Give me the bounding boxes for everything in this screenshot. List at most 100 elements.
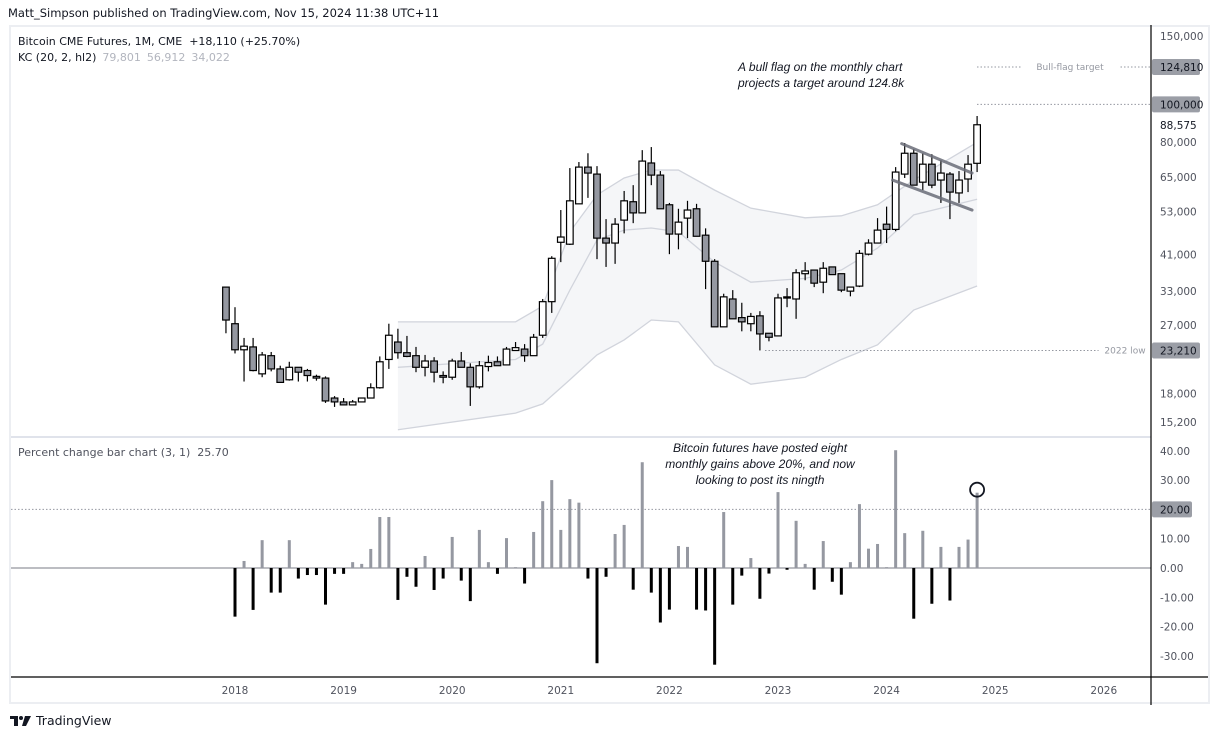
candle[interactable] xyxy=(900,142,909,178)
percent-bar[interactable] xyxy=(495,568,499,574)
percent-bar[interactable] xyxy=(514,567,518,568)
candle[interactable] xyxy=(584,153,592,198)
percent-bar[interactable] xyxy=(975,492,979,568)
tradingview-logo[interactable]: TradingView xyxy=(10,713,112,728)
candle[interactable] xyxy=(312,374,321,381)
percent-bar[interactable] xyxy=(785,568,789,570)
percent-bar[interactable] xyxy=(296,568,300,579)
percent-bar[interactable] xyxy=(839,568,843,595)
candle[interactable] xyxy=(909,149,918,186)
candle[interactable] xyxy=(737,302,746,332)
candle[interactable] xyxy=(529,333,538,357)
percent-bar[interactable] xyxy=(885,567,889,568)
percent-bar[interactable] xyxy=(577,502,581,568)
candle[interactable] xyxy=(403,335,411,358)
percent-bar[interactable] xyxy=(568,499,572,568)
candle[interactable] xyxy=(556,210,565,263)
candle[interactable] xyxy=(674,208,683,250)
percent-bar[interactable] xyxy=(957,546,961,568)
candle[interactable] xyxy=(466,363,475,406)
candle[interactable] xyxy=(701,228,710,290)
percent-bar[interactable] xyxy=(387,517,391,568)
percent-bar[interactable] xyxy=(894,450,898,568)
percent-bar[interactable] xyxy=(441,568,445,579)
highlight-circle[interactable] xyxy=(969,481,985,498)
percent-bar[interactable] xyxy=(903,533,907,568)
percent-bar[interactable] xyxy=(550,480,554,568)
candle[interactable] xyxy=(574,162,583,205)
candle[interactable] xyxy=(783,288,791,308)
candle[interactable] xyxy=(801,262,810,281)
candle[interactable] xyxy=(366,383,375,399)
candle[interactable] xyxy=(665,202,674,255)
candle[interactable] xyxy=(258,351,267,378)
percent-bar[interactable] xyxy=(269,568,273,593)
candle[interactable] xyxy=(384,323,393,369)
candle[interactable] xyxy=(837,273,846,293)
candle[interactable] xyxy=(792,269,800,319)
percent-bar[interactable] xyxy=(324,568,327,605)
percent-bar[interactable] xyxy=(667,568,671,610)
percent-bar[interactable] xyxy=(559,529,563,568)
percent-bar[interactable] xyxy=(749,558,753,568)
percent-bar[interactable] xyxy=(287,540,291,568)
candle[interactable] xyxy=(946,172,954,220)
candle[interactable] xyxy=(511,342,520,352)
percent-bar[interactable] xyxy=(613,534,617,568)
percent-bar[interactable] xyxy=(658,568,662,623)
candle[interactable] xyxy=(755,311,764,351)
percent-bar[interactable] xyxy=(966,539,970,568)
candle[interactable] xyxy=(620,190,629,234)
percent-bar[interactable] xyxy=(414,568,418,587)
candle[interactable] xyxy=(719,293,728,328)
candle[interactable] xyxy=(502,346,511,366)
candle[interactable] xyxy=(710,259,719,328)
percent-bar[interactable] xyxy=(305,568,309,576)
percent-bar[interactable] xyxy=(595,568,599,664)
percent-bar[interactable] xyxy=(921,530,925,568)
percent-bar[interactable] xyxy=(704,568,708,611)
candle[interactable] xyxy=(394,328,402,359)
percent-bar[interactable] xyxy=(758,568,762,599)
candle[interactable] xyxy=(330,396,339,407)
percent-bar[interactable] xyxy=(722,512,726,568)
candle[interactable] xyxy=(746,312,755,332)
candle[interactable] xyxy=(231,307,239,354)
candle[interactable] xyxy=(638,150,647,214)
percent-bar[interactable] xyxy=(333,568,337,574)
candle[interactable] xyxy=(593,166,601,260)
percent-bar[interactable] xyxy=(812,568,816,590)
percent-bar[interactable] xyxy=(776,492,780,568)
percent-bar[interactable] xyxy=(640,462,644,568)
candle[interactable] xyxy=(936,160,945,203)
percent-bar[interactable] xyxy=(631,568,635,590)
candle[interactable] xyxy=(249,337,258,372)
candle[interactable] xyxy=(656,171,665,210)
percent-bar[interactable] xyxy=(523,568,527,584)
percent-bar[interactable] xyxy=(351,562,355,568)
percent-bar[interactable] xyxy=(912,568,916,619)
percent-bar[interactable] xyxy=(233,568,237,617)
percent-bar[interactable] xyxy=(876,543,880,568)
percent-bar[interactable] xyxy=(857,504,861,568)
percent-bar[interactable] xyxy=(423,555,427,568)
candle[interactable] xyxy=(692,203,701,237)
percent-bar[interactable] xyxy=(251,568,255,610)
flag-lower-line[interactable] xyxy=(891,178,974,212)
candle[interactable] xyxy=(828,266,837,276)
candle[interactable] xyxy=(484,355,493,372)
candle[interactable] xyxy=(321,376,330,403)
candle[interactable] xyxy=(412,346,420,373)
candle[interactable] xyxy=(565,168,574,245)
candle[interactable] xyxy=(547,256,556,313)
candle[interactable] xyxy=(955,171,963,203)
percent-bar[interactable] xyxy=(794,520,798,568)
candle[interactable] xyxy=(439,371,448,384)
percent-bar[interactable] xyxy=(432,568,436,590)
percent-bar[interactable] xyxy=(242,560,246,568)
candle[interactable] xyxy=(602,219,610,267)
candle[interactable] xyxy=(493,356,502,367)
percent-bar[interactable] xyxy=(803,563,807,568)
candle[interactable] xyxy=(294,366,303,382)
candle[interactable] xyxy=(457,351,466,368)
